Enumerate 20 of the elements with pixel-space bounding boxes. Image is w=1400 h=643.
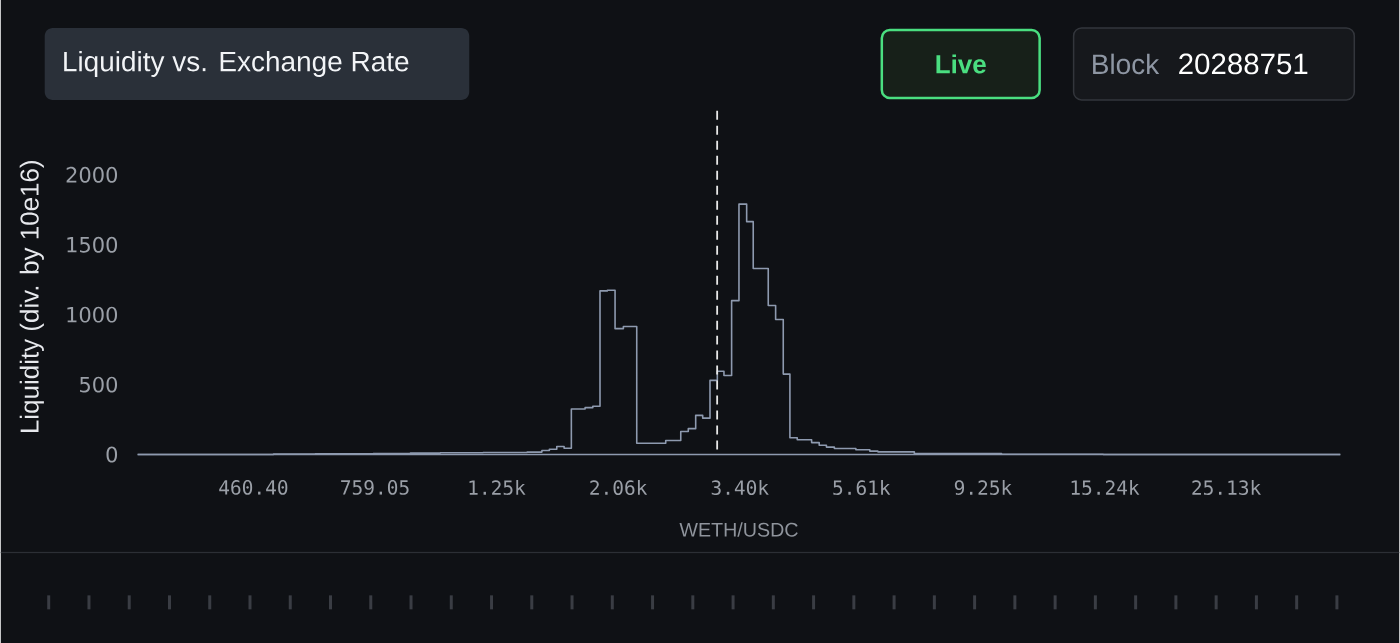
x-tick-label: 759.05 <box>341 479 409 495</box>
text: Live <box>936 54 986 74</box>
chart-title: Liquidity vs. Exchange Rate <box>64 50 409 77</box>
y-tick-label: 0 <box>106 446 118 463</box>
y-tick-label: 1000 <box>67 306 118 323</box>
x-tick-label: 3.40k <box>711 479 769 495</box>
y-tick-label: 1500 <box>67 236 118 253</box>
x-tick-label: 9.25k <box>954 479 1012 495</box>
y-tick-label: 2000 <box>66 166 118 183</box>
text: 20288751 <box>1179 53 1308 75</box>
x-axis-title: WETH/USDC <box>679 522 798 537</box>
x-tick-label: 1.25k <box>469 479 526 495</box>
x-tick-label: 15.24k <box>1071 479 1140 495</box>
x-tick-label: 2.06k <box>590 479 648 495</box>
y-tick-label: 500 <box>80 376 118 393</box>
x-tick-label: 25.13k <box>1192 479 1261 495</box>
y-axis-title: Liquidity (div. by 10e16) <box>19 160 44 432</box>
x-tick-label: 5.61k <box>833 479 891 495</box>
x-tick-label: 460.40 <box>219 479 288 495</box>
text: Block <box>1093 53 1160 75</box>
